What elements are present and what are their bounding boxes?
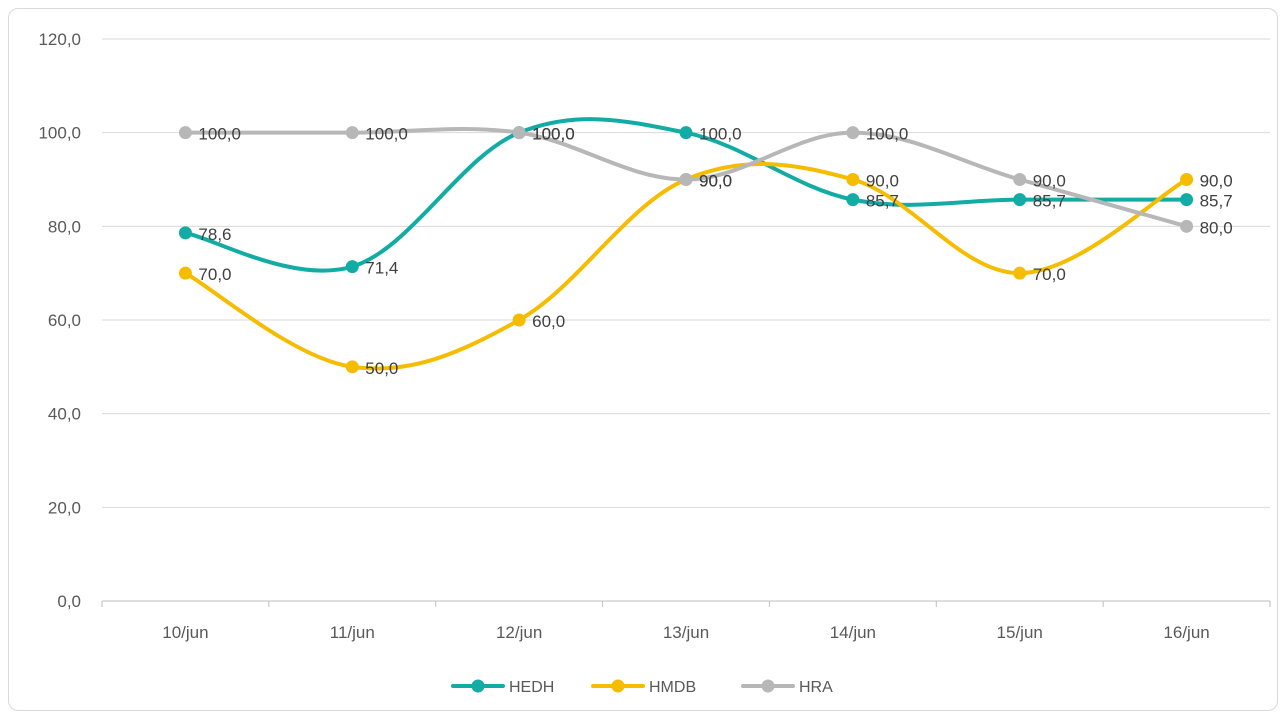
data-label-hmdb: 70,0	[198, 265, 231, 284]
data-point-hra	[846, 126, 860, 140]
y-tick-label: 40,0	[48, 405, 81, 424]
y-tick-label: 0,0	[57, 592, 81, 611]
data-point-hedh	[178, 226, 192, 240]
legend-marker-hra	[761, 679, 775, 693]
data-label-hra: 90,0	[1033, 172, 1066, 191]
data-label-hedh: 85,7	[1200, 192, 1233, 211]
x-tick-label: 10/jun	[162, 623, 208, 642]
data-label-hmdb: 90,0	[699, 172, 732, 191]
legend-label-hmdb: HMDB	[649, 679, 696, 696]
data-point-hra	[345, 126, 359, 140]
x-tick-label: 15/jun	[997, 623, 1043, 642]
data-label-hmdb: 60,0	[532, 312, 565, 331]
data-label-hra: 100,0	[365, 125, 408, 144]
data-label-hra: 100,0	[866, 125, 909, 144]
x-tick-label: 11/jun	[330, 623, 375, 642]
data-point-hedh	[1180, 193, 1194, 207]
data-label-hmdb: 90,0	[1200, 172, 1233, 191]
data-point-hmdb	[345, 360, 359, 374]
legend-label-hedh: HEDH	[509, 679, 554, 696]
x-tick-label: 13/jun	[663, 623, 709, 642]
y-tick-label: 120,0	[38, 30, 81, 49]
data-point-hedh	[679, 126, 693, 140]
data-label-hedh: 100,0	[699, 125, 742, 144]
data-label-hra: 100,0	[198, 125, 241, 144]
data-label-hedh: 78,6	[198, 225, 231, 244]
data-label-hedh: 71,4	[365, 259, 398, 278]
data-label-hedh: 85,7	[866, 192, 899, 211]
data-point-hra	[679, 173, 693, 186]
data-point-hedh	[846, 193, 860, 207]
data-point-hra	[178, 126, 192, 140]
data-label-hmdb: 70,0	[1033, 265, 1066, 284]
data-point-hmdb	[512, 313, 526, 327]
data-point-hedh	[1013, 193, 1027, 207]
data-label-hmdb: 90,0	[866, 172, 899, 191]
legend-label-hra: HRA	[799, 679, 833, 696]
data-label-hra: 100,0	[532, 125, 575, 144]
data-label-hmdb: 50,0	[365, 359, 398, 378]
x-tick-label: 14/jun	[830, 623, 876, 642]
data-label-hedh: 100,0	[532, 125, 575, 144]
y-tick-label: 80,0	[48, 217, 81, 236]
data-label-hra: 90,0	[699, 172, 732, 191]
data-point-hra	[1013, 173, 1027, 186]
data-label-hedh: 85,7	[1033, 192, 1066, 211]
x-tick-label: 12/jun	[496, 623, 542, 642]
data-point-hmdb	[1013, 266, 1027, 280]
legend-marker-hmdb	[611, 679, 625, 693]
data-label-hra: 80,0	[1200, 218, 1233, 237]
y-tick-label: 60,0	[48, 311, 81, 330]
data-point-hra	[512, 126, 526, 140]
x-tick-label: 16/jun	[1163, 623, 1209, 642]
data-point-hmdb	[178, 266, 192, 280]
y-tick-label: 100,0	[38, 124, 81, 143]
legend-marker-hedh	[471, 679, 485, 693]
data-point-hra	[1180, 219, 1194, 233]
y-tick-label: 20,0	[48, 498, 81, 517]
data-point-hedh	[345, 260, 359, 274]
data-point-hmdb	[1180, 173, 1194, 186]
data-point-hmdb	[846, 173, 860, 186]
